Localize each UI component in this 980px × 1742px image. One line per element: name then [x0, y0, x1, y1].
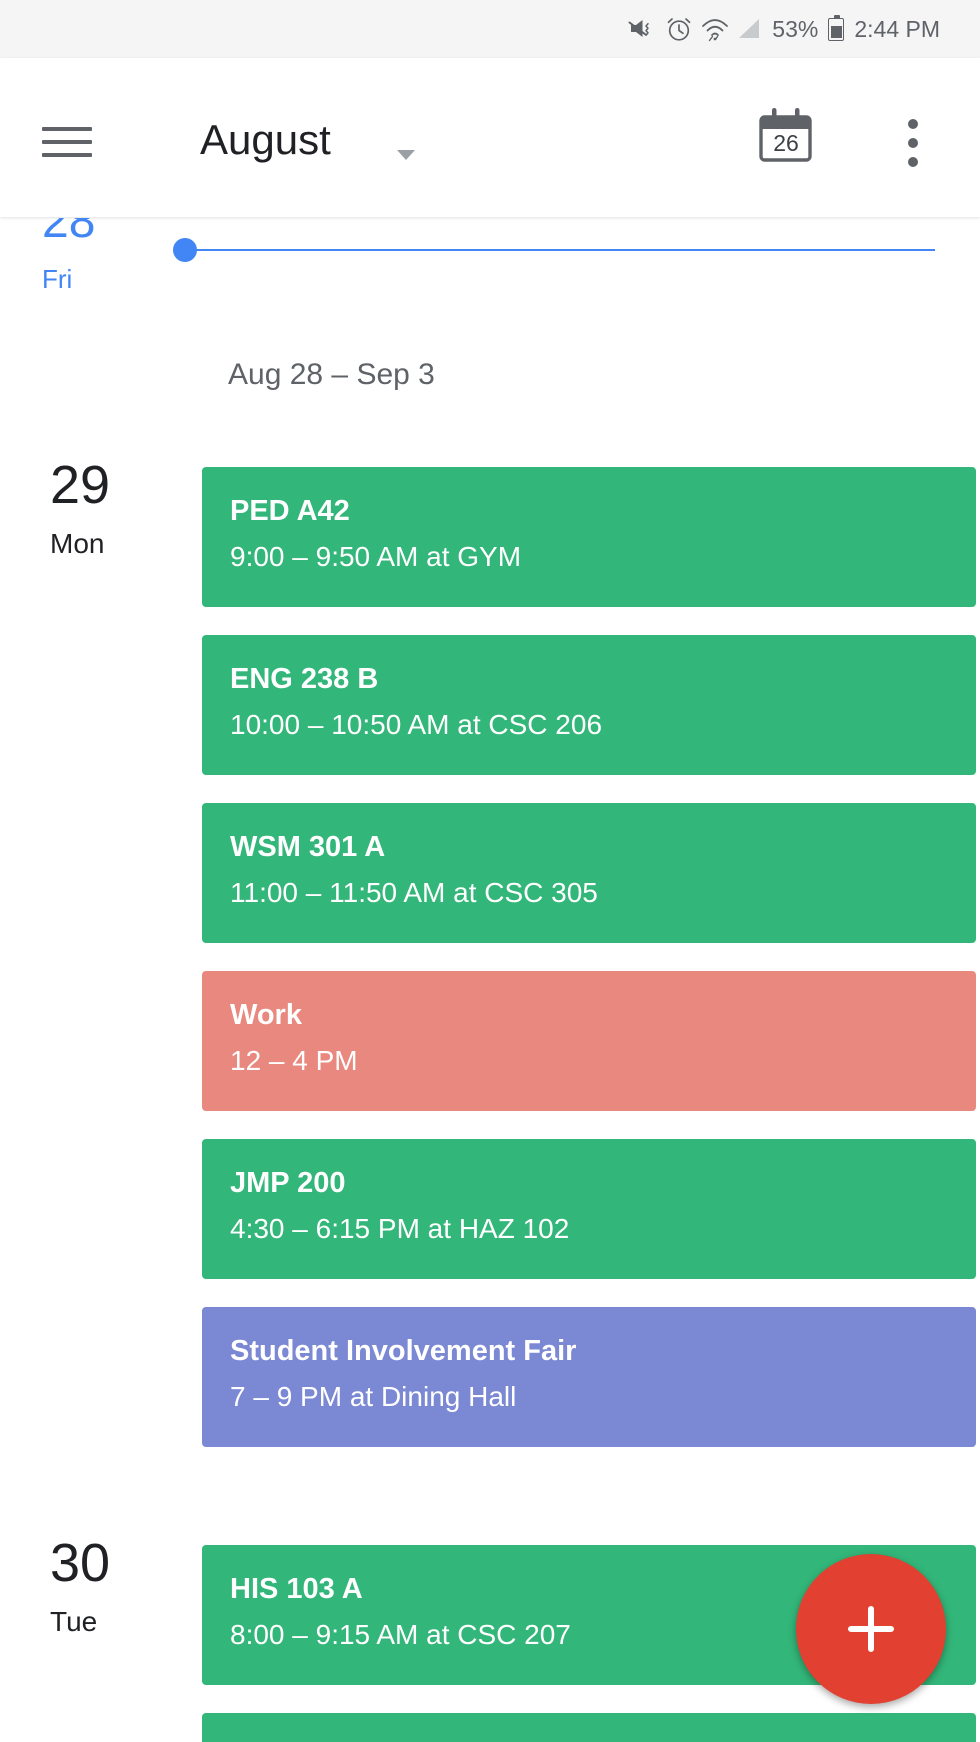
svg-text:26: 26 — [773, 130, 799, 156]
